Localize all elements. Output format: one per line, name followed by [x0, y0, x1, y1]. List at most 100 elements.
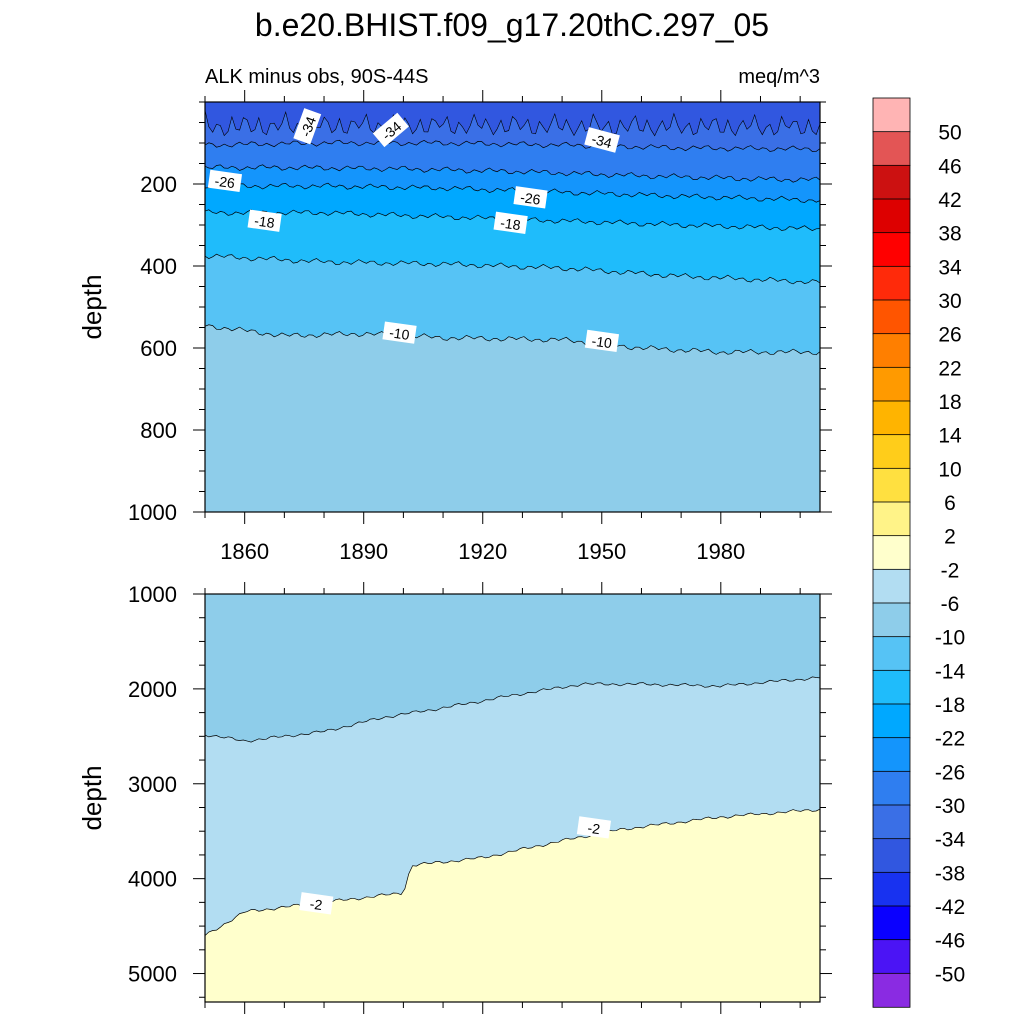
colorbar-label: 14 — [938, 425, 962, 448]
colorbar-label: 38 — [938, 223, 961, 246]
colorbar-swatch — [872, 838, 911, 874]
colorbar-swatch — [872, 333, 911, 369]
colorbar-label: 34 — [938, 256, 962, 279]
x-tick-label: 1920 — [458, 539, 507, 564]
contour-label-text: -34 — [297, 114, 319, 139]
colorbar-swatch — [872, 535, 911, 571]
colorbar-swatch — [872, 770, 911, 806]
colorbar-swatch — [872, 434, 911, 470]
contour-line — [205, 253, 820, 285]
colorbar-label: 2 — [944, 526, 956, 549]
colorbar-label: -18 — [935, 694, 965, 717]
subtitle-left: ALK minus obs, 90S-44S — [205, 66, 428, 88]
x-tick-label: 1860 — [220, 539, 269, 564]
y-tick-label: 1000 — [128, 500, 177, 525]
colorbar-label: 42 — [938, 189, 961, 212]
colorbar-label: 6 — [944, 492, 956, 515]
contour-line — [205, 182, 820, 203]
colorbar-label: -30 — [935, 795, 965, 818]
colorbar: 50 46 42 38 34 30 26 22 18 14 10 6 2 -2 -6 -10 -14 -18 -22… — [872, 97, 966, 1008]
colorbar-label: -38 — [935, 862, 965, 885]
contour-label-text: -26 — [519, 189, 541, 208]
colorbar-swatch — [872, 602, 911, 638]
colorbar-label: 22 — [938, 357, 961, 380]
contour-label-text: -2 — [587, 820, 602, 838]
subtitle-right: meq/m^3 — [738, 66, 820, 88]
contour-label: -2 — [299, 892, 334, 915]
contour-label-text: -18 — [499, 214, 521, 233]
colorbar-swatch — [872, 501, 911, 537]
y-tick-label: 2000 — [128, 677, 177, 702]
y-tick-label: 200 — [140, 172, 177, 197]
y-tick-label: 5000 — [128, 962, 177, 987]
colorbar-swatch — [872, 400, 911, 436]
colorbar-swatch — [872, 568, 911, 604]
contour-label: -10 — [584, 329, 620, 353]
colorbar-label: -14 — [935, 660, 966, 683]
x-tick-label: 1890 — [339, 539, 388, 564]
colorbar-swatch — [872, 972, 911, 1008]
colorbar-swatch — [872, 232, 911, 268]
colorbar-label: 10 — [938, 458, 961, 481]
contour-label-text: -10 — [388, 324, 410, 343]
plot-frame — [204, 593, 821, 1003]
colorbar-swatch — [872, 467, 911, 503]
colorbar-swatch — [872, 131, 911, 167]
colorbar-label: 50 — [938, 122, 961, 145]
colorbar-swatch — [872, 703, 911, 739]
contour-label-text: -18 — [253, 212, 275, 231]
contour-label: -10 — [382, 321, 417, 344]
colorbar-swatch — [872, 905, 911, 941]
colorbar-swatch — [872, 939, 911, 975]
contour-line — [205, 676, 820, 743]
colorbar-swatch — [872, 265, 911, 301]
colorbar-swatch — [872, 636, 911, 672]
y-tick-label: 4000 — [128, 867, 177, 892]
y-axis-label: depth — [77, 765, 107, 830]
colorbar-label: 26 — [938, 324, 961, 347]
colorbar-swatch — [872, 299, 911, 335]
colorbar-swatch — [872, 871, 911, 907]
contour-label: -34 — [584, 127, 620, 153]
colorbar-label: 46 — [938, 155, 961, 178]
contour-label-text: -10 — [591, 333, 613, 352]
contour-label: -2 — [576, 816, 612, 839]
colorbar-swatch — [872, 366, 911, 402]
lower-panel: -2 -2 1000 2000 3000 4000 5000 depth — [77, 582, 832, 1014]
contour-label-text: -26 — [214, 173, 236, 192]
contour-line — [205, 164, 820, 183]
y-tick-label: 400 — [140, 254, 177, 279]
contour-label: -34 — [293, 108, 322, 145]
contour-label-text: -34 — [590, 131, 614, 152]
y-tick-label: 3000 — [128, 772, 177, 797]
colorbar-swatch — [872, 198, 911, 234]
colorbar-label: 30 — [938, 290, 961, 313]
contour-label: -18 — [493, 211, 528, 234]
colorbar-label: -2 — [941, 559, 960, 582]
colorbar-swatch — [872, 669, 911, 705]
contour-label: -26 — [513, 186, 548, 209]
colorbar-label: -10 — [935, 627, 965, 650]
colorbar-label: -34 — [935, 829, 966, 852]
contour-line — [205, 324, 820, 356]
y-tick-label: 600 — [140, 336, 177, 361]
colorbar-label: 18 — [938, 391, 961, 414]
contour-label: -18 — [247, 209, 282, 232]
colorbar-label: -50 — [935, 963, 965, 986]
y-tick-label: 800 — [140, 418, 177, 443]
figure-title: b.e20.BHIST.f09_g17.20thC.297_05 — [255, 7, 769, 43]
colorbar-label: -42 — [935, 896, 965, 919]
x-tick-label: 1950 — [577, 539, 626, 564]
colorbar-label: -46 — [935, 930, 965, 953]
contour-label-text: -2 — [309, 896, 324, 914]
colorbar-label: -6 — [941, 593, 960, 616]
y-axis-label: depth — [77, 274, 107, 339]
fill-region — [205, 594, 820, 743]
x-tick-label: 1980 — [696, 539, 745, 564]
colorbar-swatch — [872, 97, 911, 133]
y-tick-label: 1000 — [128, 582, 177, 607]
colorbar-swatch — [872, 737, 911, 773]
contour-label: -26 — [207, 169, 243, 193]
